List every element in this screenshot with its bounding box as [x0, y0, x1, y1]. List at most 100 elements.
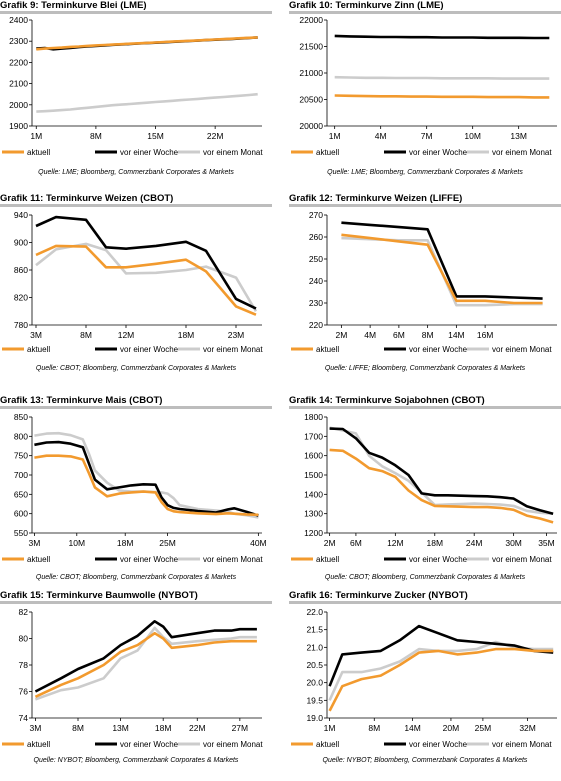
legend-label: vor einem Monat: [203, 345, 263, 354]
legend-label: vor einem Monat: [492, 345, 552, 354]
x-tick-label: 18M: [117, 538, 134, 548]
y-tick-label: 22000: [299, 15, 323, 25]
panel-lead: Grafik 9: Terminkurve Blei (LME) 1900 200…: [0, 0, 272, 191]
chart-tin: 20000 20500 21000 21500 22000 1M 4M 7M 10M 13M akt…: [291, 15, 557, 157]
x-tick-label: 16M: [477, 330, 494, 340]
y-tick-label: 1600: [304, 451, 323, 461]
series-line-month-ago: [334, 75, 550, 80]
x-tick-label: 4M: [364, 330, 376, 340]
x-tick-label: 6M: [393, 330, 405, 340]
x-tick-label: 8M: [80, 330, 92, 340]
y-tick-label: 1300: [304, 509, 323, 519]
title-rule: [0, 11, 272, 14]
y-tick-label: 1400: [304, 489, 323, 499]
y-tick-label: 76: [19, 687, 29, 697]
y-tick-label: 20500: [299, 95, 323, 105]
x-tick-label: 18M: [178, 330, 195, 340]
series-line-current: [341, 233, 543, 305]
chart-source: Quelle: CBOT; Bloomberg, Commerzbank Cor…: [35, 365, 237, 372]
legend-label: vor einer Woche: [120, 148, 179, 157]
legend-label: vor einem Monat: [492, 148, 552, 157]
x-tick-label: 6M: [350, 538, 362, 548]
y-tick-label: 1900: [9, 121, 28, 131]
series-line-current: [329, 448, 554, 524]
x-tick-label: 32M: [519, 723, 536, 733]
y-tick-label: 850: [14, 412, 28, 422]
chart-title: Grafik 10: Terminkurve Zinn (LME): [289, 0, 444, 11]
x-tick-label: 18M: [426, 538, 443, 548]
legend-label: aktuell: [316, 345, 339, 354]
y-tick-label: 21.0: [306, 642, 323, 652]
series-line-week-ago: [341, 221, 543, 300]
y-tick-label: 800: [14, 431, 28, 441]
series-line-current: [35, 244, 257, 316]
series-line-current: [34, 631, 257, 698]
x-tick-label: 10M: [464, 131, 481, 141]
y-tick-label: 860: [14, 265, 28, 275]
legend-label: vor einer Woche: [409, 148, 468, 157]
chart-title: Grafik 15: Terminkurve Baumwolle (NYBOT): [0, 590, 198, 601]
legend-label: aktuell: [27, 555, 50, 564]
y-tick-label: 250: [309, 254, 323, 264]
x-tick-label: 8M: [90, 131, 102, 141]
chart-source: Quelle: CBOT; Bloomberg, Commerzbank Cor…: [35, 574, 237, 581]
legend-label: vor einem Monat: [492, 555, 552, 564]
series-line-week-ago: [35, 215, 257, 310]
y-tick-label: 82: [19, 607, 29, 617]
title-rule: [289, 204, 561, 207]
y-tick-label: 780: [14, 320, 28, 330]
legend-label: aktuell: [27, 740, 50, 749]
x-tick-label: 1M: [30, 131, 42, 141]
y-tick-label: 21000: [299, 68, 323, 78]
title-rule: [0, 204, 272, 207]
chart-soybeans: 1200 1300 1400 1500 1600 1700 1800 2M 6M 12M 18M 24…: [291, 412, 557, 564]
legend-label: vor einem Monat: [203, 148, 263, 157]
series-line-week-ago: [329, 427, 554, 515]
chart-corn: 550 600 650 700 750 800 850 3M 10M 18M 25M 40M aktue…: [2, 412, 267, 564]
chart-sugar: 19.0 19.5 20.0 20.5 21.0 21.5 22.0 1M 8M 14M 20M 25…: [291, 607, 557, 749]
y-tick-label: 74: [19, 713, 29, 723]
legend-label: vor einem Monat: [203, 740, 263, 749]
x-tick-label: 35M: [538, 538, 555, 548]
x-tick-label: 24M: [466, 538, 483, 548]
y-tick-label: 2400: [9, 15, 28, 25]
y-tick-label: 20.5: [306, 660, 323, 670]
x-tick-label: 1M: [329, 131, 341, 141]
x-tick-label: 18M: [155, 723, 172, 733]
legend-label: vor einem Monat: [492, 740, 552, 749]
y-tick-label: 2100: [9, 79, 28, 89]
x-tick-label: 14M: [448, 330, 465, 340]
legend-label: vor einem Monat: [203, 555, 263, 564]
y-tick-label: 1800: [304, 412, 323, 422]
chart-title: Grafik 13: Terminkurve Mais (CBOT): [0, 395, 163, 406]
chart-title: Grafik 11: Terminkurve Weizen (CBOT): [0, 193, 174, 204]
x-tick-label: 25M: [159, 538, 176, 548]
y-tick-label: 20000: [299, 121, 323, 131]
x-tick-label: 2M: [335, 330, 347, 340]
series-line-week-ago: [328, 624, 554, 687]
series-line-current: [36, 36, 258, 51]
legend-label: aktuell: [27, 345, 50, 354]
x-tick-label: 7M: [421, 131, 433, 141]
x-tick-label: 3M: [30, 330, 42, 340]
y-tick-label: 19.5: [306, 695, 323, 705]
series-line-month-ago: [34, 431, 259, 519]
series-line-current: [328, 647, 554, 712]
chart-lead: 1900 2000 2100 2200 2300 2400 1M 8M 15M 22M aktuel…: [2, 15, 263, 157]
y-tick-label: 21500: [299, 42, 323, 52]
y-tick-label: 1700: [304, 431, 323, 441]
legend-label: vor einer Woche: [409, 345, 468, 354]
legend-label: vor einer Woche: [409, 740, 468, 749]
title-rule: [289, 406, 561, 409]
y-tick-label: 2000: [9, 100, 28, 110]
title-rule: [289, 601, 561, 604]
chart-title: Grafik 9: Terminkurve Blei (LME): [0, 0, 147, 11]
y-tick-label: 820: [14, 293, 28, 303]
series-line-month-ago: [34, 626, 257, 701]
panel-soybeans: Grafik 14: Terminkurve Sojabohnen (CBOT)…: [289, 395, 561, 586]
y-tick-label: 900: [14, 238, 28, 248]
y-tick-label: 940: [14, 210, 28, 220]
title-rule: [0, 601, 272, 604]
chart-wheat-cbot: 780 820 860 900 940 3M 8M 12M 18M 23M aktuell vor e…: [2, 210, 263, 354]
chart-title: Grafik 14: Terminkurve Sojabohnen (CBOT): [289, 395, 485, 406]
